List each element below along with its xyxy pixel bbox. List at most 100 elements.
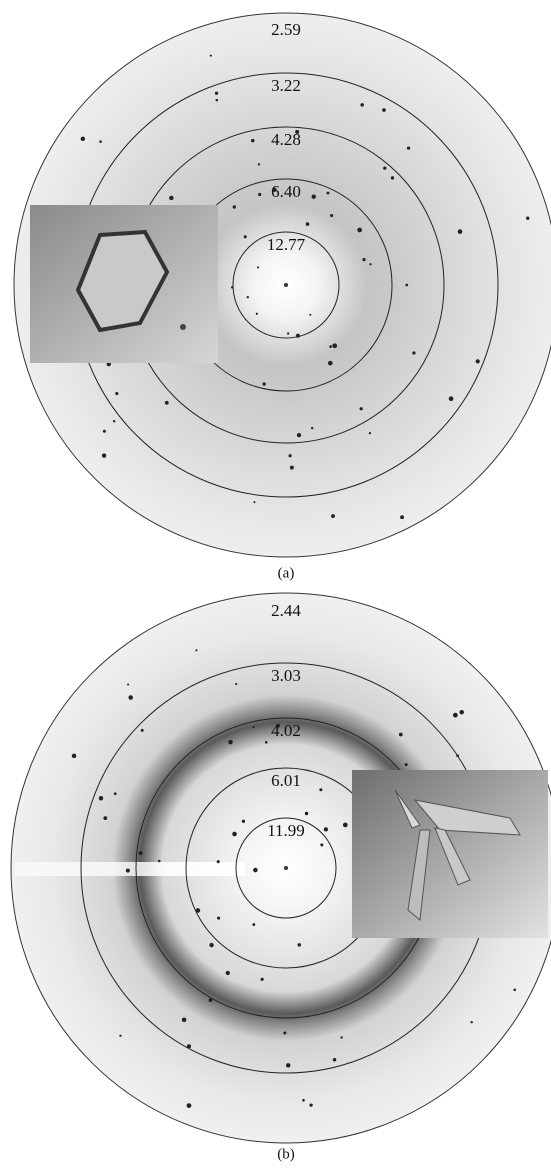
spot (209, 998, 213, 1002)
spot (302, 1099, 305, 1102)
spot (329, 345, 332, 348)
spot (247, 296, 249, 298)
spot (369, 263, 371, 265)
spot (324, 827, 328, 831)
spot (471, 1021, 473, 1023)
spot (369, 432, 371, 434)
spot (257, 266, 259, 268)
spot (258, 163, 260, 165)
spot (330, 214, 333, 217)
ring-label: 6.01 (271, 771, 301, 790)
ring-label: 2.44 (271, 601, 301, 620)
ring-label: 6.40 (271, 182, 301, 201)
spot (526, 217, 529, 220)
spot (169, 196, 173, 200)
ring-label: 11.99 (267, 821, 305, 840)
spot (217, 917, 220, 920)
spot (113, 420, 115, 422)
spot (242, 820, 245, 823)
spot (217, 860, 220, 863)
spot (99, 796, 103, 800)
spot (81, 137, 85, 141)
spot (253, 501, 255, 503)
spot (252, 923, 255, 926)
ring-label: 3.22 (271, 76, 301, 95)
spot (256, 313, 258, 315)
spot (253, 868, 258, 873)
spot (453, 713, 458, 718)
beam-center (284, 283, 288, 287)
spot (115, 392, 118, 395)
spot (103, 430, 106, 433)
spot (258, 193, 261, 196)
spot (459, 710, 463, 714)
beam-center (284, 866, 288, 870)
spot (360, 407, 363, 410)
spot (103, 816, 107, 820)
spot (297, 433, 301, 437)
spot (391, 176, 394, 179)
spot (320, 843, 323, 846)
ring-label: 12.77 (267, 235, 306, 254)
spot (458, 229, 463, 234)
figure: 2.59 3.22 4.28 6.40 12.77 2.44 3.03 4.02 6.01 11… (0, 0, 551, 1168)
spot (235, 683, 237, 685)
spot (312, 194, 316, 198)
spot (158, 860, 161, 863)
spot (287, 332, 289, 334)
spot (228, 740, 233, 745)
spot (141, 729, 144, 732)
spot (383, 166, 386, 169)
ring-label: 2.59 (271, 20, 301, 39)
spot (232, 832, 237, 837)
spot (209, 943, 213, 947)
spot (290, 466, 294, 470)
spot (253, 726, 255, 728)
spot (215, 92, 218, 95)
spot (319, 788, 322, 791)
spot (233, 205, 236, 208)
spot (405, 284, 408, 287)
spot (306, 222, 310, 226)
spot (114, 792, 117, 795)
spot (216, 99, 219, 102)
spot (283, 1031, 286, 1034)
panel-label: (a) (278, 565, 295, 581)
spot (297, 943, 301, 947)
spot (102, 453, 106, 457)
spot (449, 396, 454, 401)
spot (139, 851, 143, 855)
spot (165, 401, 169, 405)
spot (311, 427, 313, 429)
spot (286, 1063, 290, 1067)
spot (332, 343, 337, 348)
spot (400, 515, 404, 519)
spot (333, 1058, 336, 1061)
spot (405, 763, 408, 766)
spot (328, 361, 333, 366)
spot (187, 1103, 192, 1108)
spot (362, 258, 365, 261)
ring-label: 4.28 (271, 130, 301, 149)
spot (182, 1017, 187, 1022)
inset-a (30, 205, 218, 363)
spot (128, 695, 133, 700)
spot (226, 971, 230, 975)
ring-label: 4.02 (271, 721, 301, 740)
spot (210, 55, 212, 57)
spot (119, 1035, 121, 1037)
spot (513, 988, 516, 991)
spot (126, 868, 130, 872)
ring-label: 3.03 (271, 666, 301, 685)
spot (289, 454, 292, 457)
spot (327, 192, 330, 195)
spot (412, 351, 415, 354)
spot (251, 139, 255, 143)
spot (399, 733, 403, 737)
panel-label: (b) (277, 1146, 295, 1162)
spot (476, 359, 480, 363)
spot (331, 514, 335, 518)
spot (262, 382, 265, 385)
spot (309, 314, 311, 316)
spot (340, 1036, 342, 1038)
